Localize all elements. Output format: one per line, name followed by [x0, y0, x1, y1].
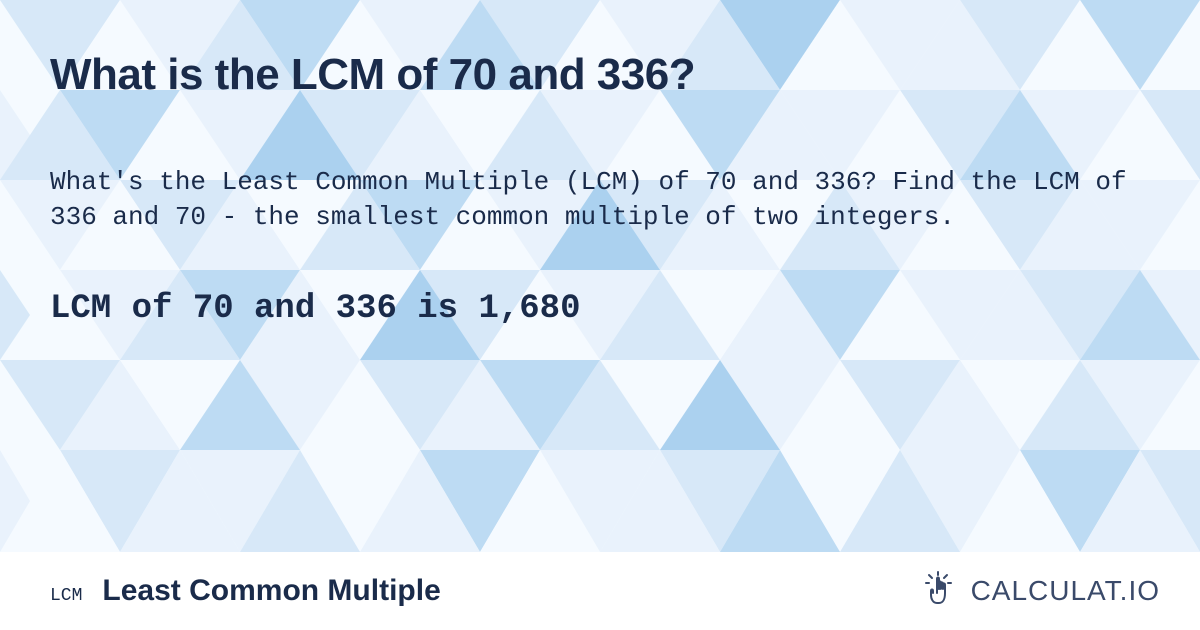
- lcm-full-label: Least Common Multiple: [102, 574, 440, 608]
- answer-text: LCM of 70 and 336 is 1,680: [50, 290, 1150, 328]
- main-content: What is the LCM of 70 and 336? What's th…: [0, 0, 1200, 328]
- footer-left: LCM Least Common Multiple: [50, 574, 441, 608]
- page-description: What's the Least Common Multiple (LCM) o…: [50, 165, 1150, 235]
- clicking-hand-icon: [919, 569, 963, 613]
- brand-logo[interactable]: CALCULAT.IO: [919, 569, 1160, 613]
- lcm-abbrev-label: LCM: [50, 586, 82, 606]
- footer-bar: LCM Least Common Multiple CALCULAT: [0, 552, 1200, 630]
- brand-text: CALCULAT.IO: [971, 575, 1160, 607]
- page-title: What is the LCM of 70 and 336?: [50, 50, 1150, 100]
